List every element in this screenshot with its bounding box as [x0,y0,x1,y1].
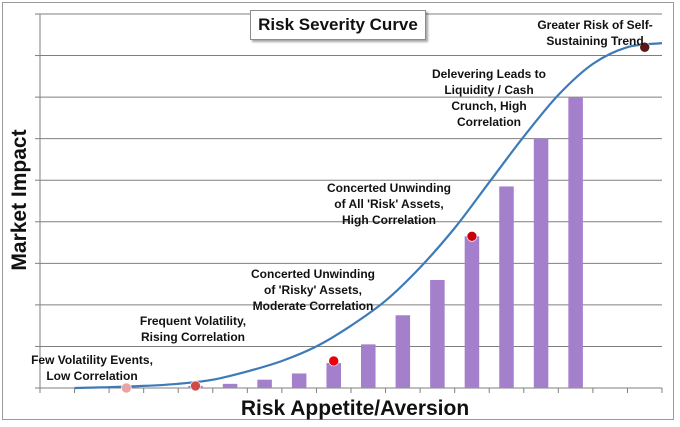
chart-frame [2,2,674,420]
bar [464,236,480,388]
bar [395,315,411,388]
annotation-risky-unwinding: Concerted Unwinding of 'Risky' Assets, M… [251,267,375,313]
annotation-delevering: Delevering Leads to Liquidity / Cash Cru… [431,67,547,129]
annotation-self-sustaining: Greater Risk of Self- Sustaining Trend [537,18,653,48]
curve-marker [328,355,340,367]
curve-marker [190,380,201,392]
annotation-few-volatility: Few Volatility Events, Low Correlation [31,353,153,383]
bar [291,373,307,388]
bar [361,344,376,388]
curve-marker [466,231,478,242]
curve-marker [121,382,132,394]
bar [257,379,272,388]
bar [326,363,341,388]
bar [499,186,514,388]
severity-curve [74,42,663,390]
curve-marker [639,41,651,53]
annotation-all-risk-unwinding: Concerted Unwinding of All 'Risk' Assets… [327,181,451,227]
bar [222,383,238,388]
bar [430,279,445,388]
annotation-frequent-volatility: Frequent Volatility, Rising Correlation [139,314,247,344]
x-axis-label: Risk Appetite/Aversion [240,397,470,420]
y-axis-label: Market Impact [8,129,31,271]
chart-title: Risk Severity Curve [250,10,426,40]
bar [568,97,583,388]
bar [533,138,549,388]
